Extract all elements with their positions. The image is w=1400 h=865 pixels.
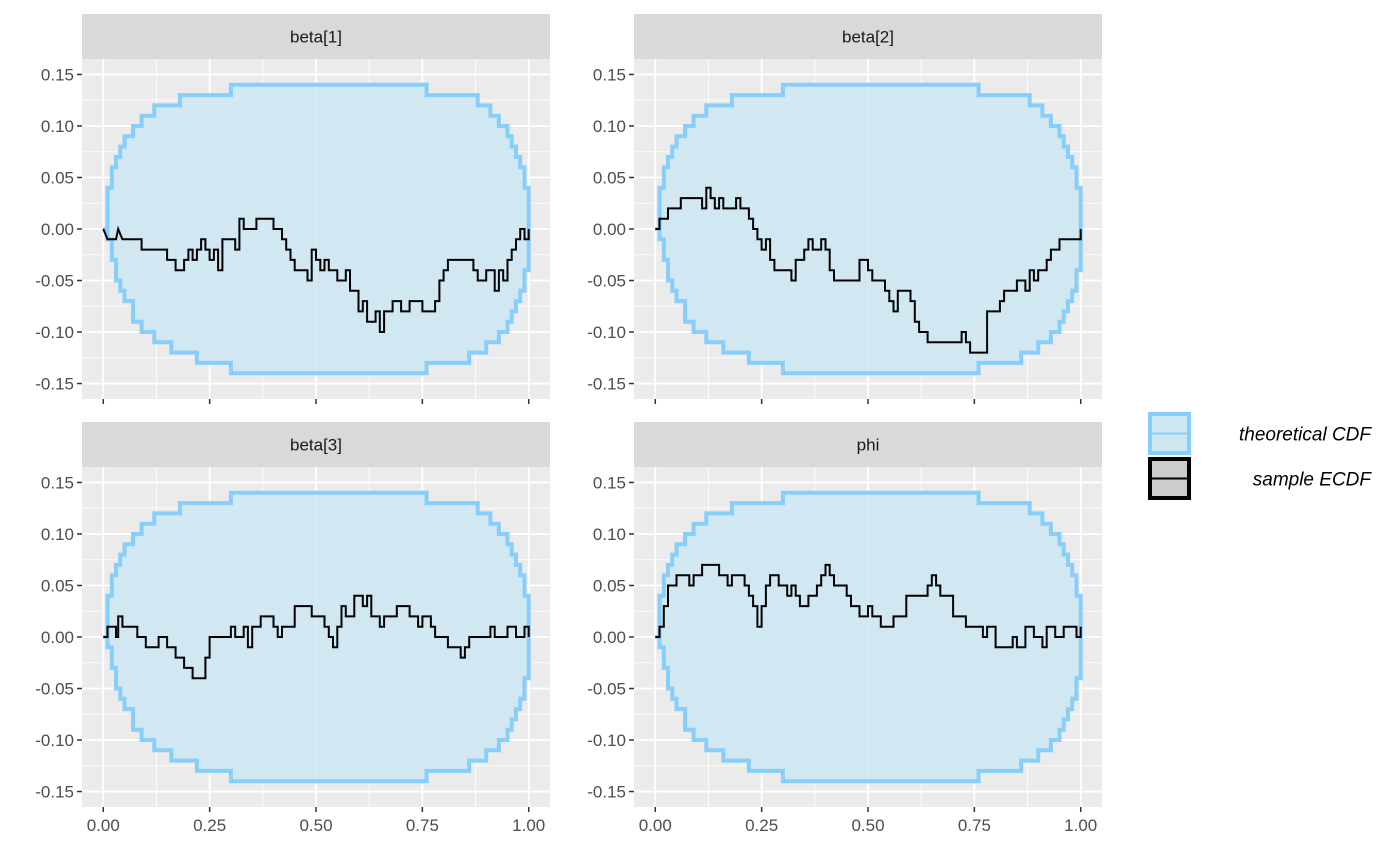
y-tick-label: -0.15 [35,375,74,394]
x-tick-label: 0.00 [87,816,120,835]
x-tick-label: 0.75 [958,816,991,835]
y-tick-label: 0.15 [593,65,626,84]
facet-title: beta[1] [290,28,342,47]
x-tick-label: 0.50 [851,816,884,835]
x-tick-label: 0.50 [299,816,332,835]
y-tick-label: 0.10 [41,525,74,544]
facet-title: beta[2] [842,28,894,47]
y-tick-label: -0.05 [35,272,74,291]
y-tick-label: 0.15 [41,473,74,492]
y-tick-label: 0.05 [593,168,626,187]
x-tick-label: 0.25 [193,816,226,835]
y-tick-label: 0.05 [593,576,626,595]
facet-title: phi [857,436,880,455]
x-tick-label: 0.75 [406,816,439,835]
y-tick-label: 0.10 [593,525,626,544]
facet-title: beta[3] [290,436,342,455]
sample-ecdf-line [103,594,530,680]
facet-panel-2: beta[2] -0.15 -0.10 -0.05 0.00 0.05 0.10 0.15 [587,14,1102,404]
theoretical-cdf-band [103,82,531,376]
y-tick-label: -0.15 [587,783,626,802]
y-tick-label: 0.10 [593,117,626,136]
y-tick-label: -0.15 [35,783,74,802]
y-tick-label: -0.05 [35,680,74,699]
y-tick-label: 0.05 [41,168,74,187]
facet-panel-1: beta[1] -0.15 -0.10 -0.05 0.00 0.05 0.10 0.15 [35,14,550,404]
y-tick-label: -0.10 [587,731,626,750]
legend-label: sample ECDF [1253,470,1373,491]
y-tick-label: -0.05 [587,680,626,699]
theoretical-cdf-band [655,82,1083,376]
y-tick-label: -0.10 [587,323,626,342]
x-tick-label: 1.00 [1064,816,1097,835]
y-tick-label: 0.00 [41,220,74,239]
y-tick-label: -0.05 [587,272,626,291]
facet-strip [82,422,550,467]
legend-label: theoretical CDF [1239,425,1372,446]
y-tick-label: -0.10 [35,731,74,750]
y-tick-label: 0.15 [41,65,74,84]
x-tick-label: 0.00 [639,816,672,835]
facet-strip [82,14,550,59]
y-tick-label: 0.00 [593,628,626,647]
theoretical-cdf-band [103,490,531,784]
y-tick-label: 0.00 [593,220,626,239]
legend-entry-2: sample ECDF [1148,457,1373,500]
y-tick-label: -0.15 [587,375,626,394]
facet-strip [634,422,1102,467]
y-tick-label: 0.05 [41,576,74,595]
facet-panel-4: phi -0.15 -0.10 -0.05 0.00 0.05 0.10 0.15 0.00 0.… [587,422,1102,835]
y-tick-label: -0.10 [35,323,74,342]
sample-ecdf-line [655,186,1082,354]
facet-strip [634,14,1102,59]
theoretical-cdf-band [655,490,1083,784]
legend-entry-1: theoretical CDF [1148,412,1372,455]
facet-panels: beta[1]-0.15-0.10-0.050.000.050.100.15be… [35,14,1102,835]
sample-ecdf-line [102,217,530,333]
y-tick-label: 0.00 [41,628,74,647]
sample-ecdf-line [655,563,1082,649]
x-tick-label: 1.00 [512,816,545,835]
legend: theoretical CDF sample ECDF [1148,412,1373,500]
y-tick-label: 0.15 [593,473,626,492]
y-tick-label: 0.10 [41,117,74,136]
facet-panel-3: beta[3] -0.15 -0.10 -0.05 0.00 0.05 0.10 0.15 0.… [35,422,550,835]
x-tick-label: 0.25 [745,816,778,835]
